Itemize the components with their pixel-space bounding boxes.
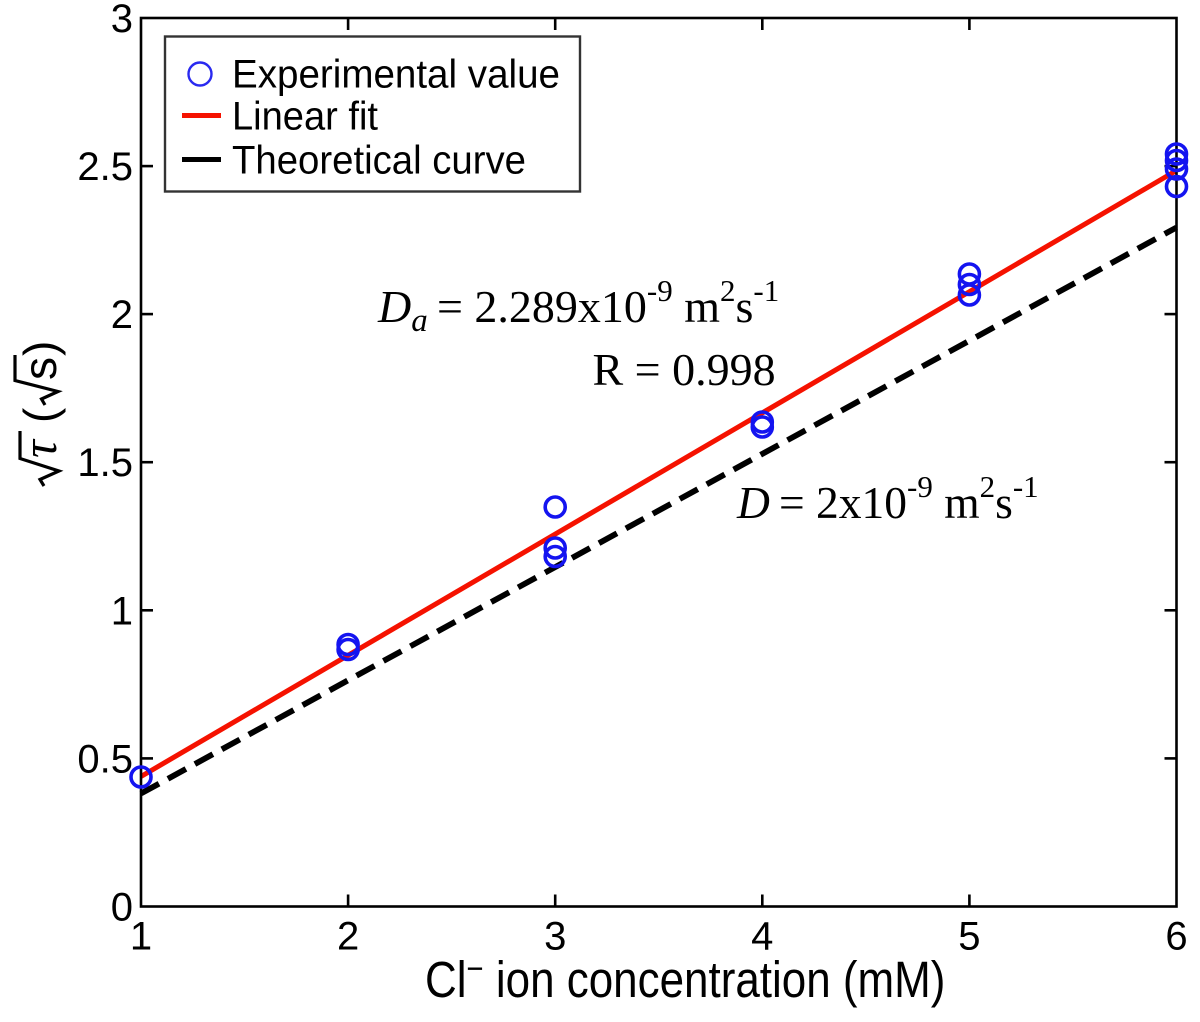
- svg-text:3: 3: [544, 915, 566, 959]
- svg-text:(: (: [14, 407, 66, 423]
- svg-text:Cl− ion concentration (mM): Cl− ion concentration (mM): [425, 949, 945, 1009]
- svg-text:Linear fit: Linear fit: [232, 95, 378, 139]
- svg-text:3: 3: [111, 0, 133, 41]
- svg-text:): ): [14, 341, 66, 356]
- svg-text:4: 4: [751, 915, 773, 959]
- svg-text:2.5: 2.5: [77, 145, 133, 189]
- svg-text:Experimental value: Experimental value: [232, 53, 560, 97]
- svg-text:0: 0: [111, 886, 133, 930]
- svg-text:6: 6: [1165, 915, 1187, 959]
- svg-text:Theoretical curve: Theoretical curve: [232, 139, 526, 183]
- svg-text:5: 5: [958, 915, 980, 959]
- svg-text:s: s: [14, 357, 66, 380]
- svg-text:1.5: 1.5: [77, 441, 133, 485]
- svg-text:1: 1: [111, 589, 133, 633]
- svg-text:R = 0.998: R = 0.998: [593, 344, 776, 395]
- svg-text:τ: τ: [11, 438, 67, 458]
- svg-text:2: 2: [337, 915, 359, 959]
- svg-text:D = 2x10-9 m2s-1: D = 2x10-9 m2s-1: [736, 469, 1039, 528]
- svg-text:1: 1: [130, 915, 152, 959]
- svg-text:Da = 2.289x10-9 m2s-1: Da = 2.289x10-9 m2s-1: [377, 273, 779, 339]
- svg-text:0.5: 0.5: [77, 737, 133, 781]
- svg-text:2: 2: [111, 293, 133, 337]
